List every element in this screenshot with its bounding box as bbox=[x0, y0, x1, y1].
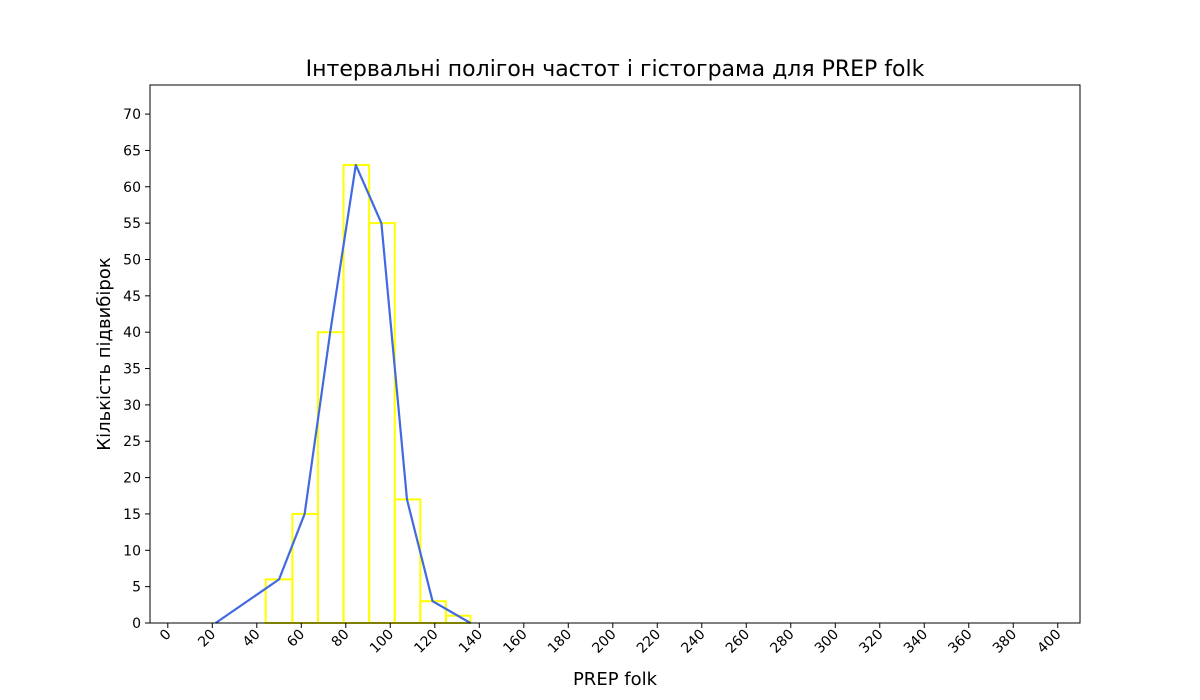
y-tick-label: 20 bbox=[123, 471, 141, 487]
y-tick-label: 35 bbox=[123, 362, 141, 378]
x-tick-label: 100 bbox=[367, 627, 397, 657]
histogram-bar bbox=[316, 331, 345, 624]
y-tick-label: 40 bbox=[123, 325, 141, 341]
x-tick-label: 0 bbox=[157, 627, 175, 645]
x-tick-label: 280 bbox=[767, 627, 797, 657]
chart-title: Інтервальні полігон частот і гістограма … bbox=[306, 57, 925, 82]
x-tick-label: 320 bbox=[856, 627, 886, 657]
histogram-bar bbox=[393, 498, 422, 624]
x-tick-label: 240 bbox=[678, 627, 708, 657]
x-tick-label: 360 bbox=[945, 627, 975, 657]
y-tick-label: 50 bbox=[123, 252, 141, 268]
histogram-bar bbox=[419, 600, 447, 625]
x-tick-label: 20 bbox=[195, 627, 219, 651]
x-tick-label: 140 bbox=[456, 627, 486, 657]
y-axis: 0 5 10 15 20 25 30 35 40 45 50 55 60 65 70 bbox=[123, 107, 150, 632]
y-tick-label: 5 bbox=[132, 580, 141, 596]
y-tick-label: 45 bbox=[123, 289, 141, 305]
y-tick-label: 25 bbox=[123, 434, 141, 450]
x-tick-label: 300 bbox=[812, 627, 842, 657]
y-tick-label: 15 bbox=[123, 507, 141, 523]
x-tick-label: 340 bbox=[901, 627, 931, 657]
y-tick-label: 10 bbox=[123, 543, 141, 559]
y-tick-label: 60 bbox=[123, 180, 141, 196]
x-tick-label: 120 bbox=[411, 627, 441, 657]
x-tick-label: 200 bbox=[589, 627, 619, 657]
x-tick-label: 60 bbox=[284, 627, 308, 651]
y-tick-label: 70 bbox=[123, 107, 141, 123]
histogram-bar bbox=[368, 222, 396, 624]
y-tick-label: 55 bbox=[123, 216, 141, 232]
x-tick-label: 160 bbox=[500, 627, 530, 657]
x-tick-label: 220 bbox=[634, 627, 664, 657]
y-axis-label: Кількість підвибірок bbox=[94, 257, 115, 451]
x-tick-label: 260 bbox=[723, 627, 753, 657]
x-tick-label: 400 bbox=[1034, 627, 1064, 657]
y-tick-label: 30 bbox=[123, 398, 141, 414]
frequency-polygon-line bbox=[215, 163, 471, 624]
plot-area bbox=[215, 163, 472, 625]
x-tick-label: 180 bbox=[545, 627, 575, 657]
x-tick-label: 380 bbox=[990, 627, 1020, 657]
histogram-bar bbox=[291, 512, 319, 624]
y-tick-label: 0 bbox=[132, 616, 141, 632]
x-axis-label: PREP folk bbox=[573, 669, 658, 690]
x-tick-label: 80 bbox=[329, 627, 353, 651]
y-tick-label: 65 bbox=[123, 143, 141, 159]
x-axis: 0 20 40 60 80 100 120 140 160 180 200 220 240 260 280 3… bbox=[157, 623, 1065, 657]
plot-frame bbox=[149, 84, 1081, 624]
x-tick-label: 40 bbox=[240, 627, 264, 651]
histogram-bar bbox=[342, 163, 371, 625]
